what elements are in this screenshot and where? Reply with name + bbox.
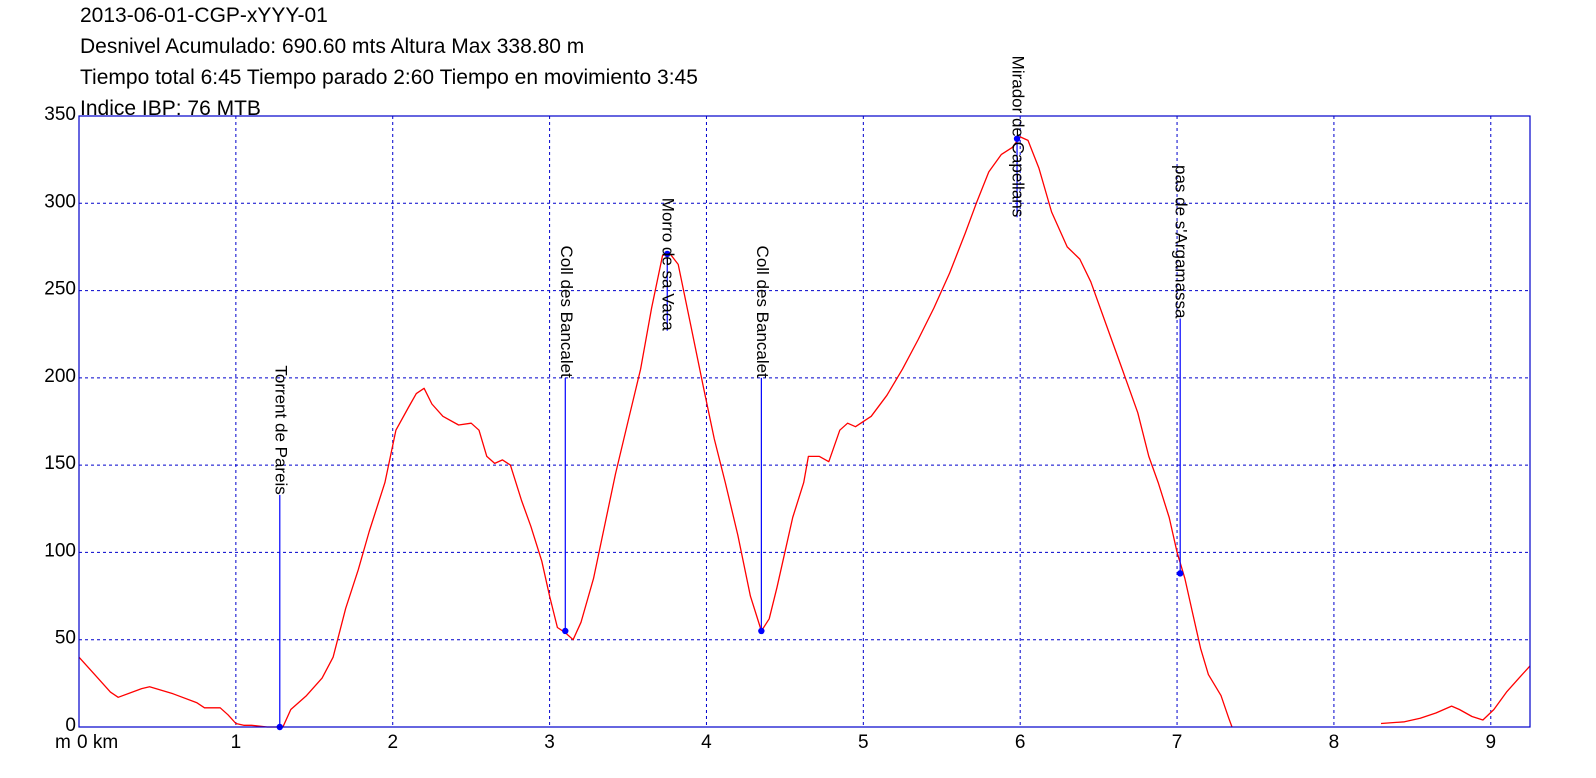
waypoint-label: pas de s'Argamassa	[1172, 165, 1191, 319]
waypoint-marker	[1176, 570, 1184, 577]
y-tick-50: 50	[55, 628, 76, 649]
plot-frame	[78, 115, 1531, 728]
x-tick-3: 3	[544, 732, 555, 753]
y-tick-0: 0	[65, 715, 76, 736]
y-tick-200: 200	[44, 366, 76, 387]
x-tick-2: 2	[387, 732, 398, 753]
elevation-series	[78, 136, 1531, 728]
y-axis-ticks: 0 50 100 150 200 250 300 350	[44, 104, 76, 736]
waypoint-marker	[1013, 135, 1021, 142]
waypoint-label: Coll des Bancalet	[557, 246, 576, 379]
x-tick-9: 9	[1485, 732, 1496, 753]
waypoint-5: Mirador de Capellans	[1009, 56, 1028, 218]
waypoint-label: Torrent de Pareis	[271, 365, 290, 494]
y-tick-250: 250	[44, 279, 76, 300]
waypoint-label: Mirador de Capellans	[1009, 56, 1028, 218]
waypoints: Torrent de Pareis Coll des Bancalet Morro …	[271, 56, 1191, 731]
time-summary: Tiempo total 6:45 Tiempo parado 2:60 Tie…	[80, 66, 698, 89]
elevation-summary: Desnivel Acumulado: 690.60 mts Altura Ma…	[80, 35, 585, 58]
waypoint-marker	[562, 627, 569, 635]
grid-lines	[79, 116, 1530, 727]
x-tick-5: 5	[858, 732, 869, 753]
waypoint-label: Morro de sa Vaca	[659, 198, 678, 331]
waypoint-marker	[758, 627, 765, 635]
elevation-line-segment-1	[78, 136, 1233, 728]
x-tick-0: 0 km	[77, 732, 118, 753]
waypoint-3: Morro de sa Vaca	[659, 198, 678, 331]
x-tick-7: 7	[1172, 732, 1183, 753]
waypoint-1: Torrent de Pareis	[271, 365, 290, 731]
x-axis-ticks: 0 km 1 2 3 4 5 6 7 8 9	[77, 732, 1496, 753]
x-tick-6: 6	[1015, 732, 1026, 753]
waypoint-label: Coll des Bancalet	[753, 246, 772, 379]
y-tick-150: 150	[44, 453, 76, 474]
waypoint-2: Coll des Bancalet	[557, 246, 576, 635]
ibp-index: Indice IBP: 76 MTB	[80, 97, 261, 120]
y-tick-100: 100	[44, 540, 76, 561]
track-name: 2013-06-01-CGP-xYYY-01	[80, 4, 328, 27]
y-tick-300: 300	[44, 191, 76, 212]
x-tick-8: 8	[1329, 732, 1340, 753]
waypoint-6: pas de s'Argamassa	[1172, 165, 1191, 577]
y-tick-350: 350	[44, 104, 76, 125]
waypoint-4: Coll des Bancalet	[753, 246, 772, 635]
waypoint-marker	[664, 250, 671, 258]
elevation-line-segment-2	[1380, 665, 1531, 725]
y-axis-label: m	[55, 732, 71, 753]
x-tick-4: 4	[701, 732, 712, 753]
chart-header: 2013-06-01-CGP-xYYY-01 Desnivel Acumulad…	[80, 0, 698, 124]
x-tick-1: 1	[231, 732, 242, 753]
